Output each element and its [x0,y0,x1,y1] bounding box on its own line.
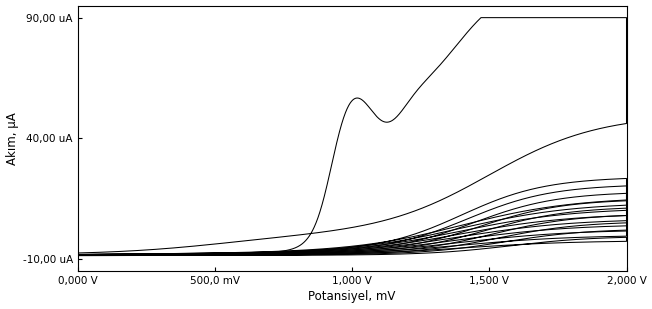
X-axis label: Potansiyel, mV: Potansiyel, mV [308,290,396,303]
Y-axis label: Akım, μA: Akım, μA [6,112,18,165]
